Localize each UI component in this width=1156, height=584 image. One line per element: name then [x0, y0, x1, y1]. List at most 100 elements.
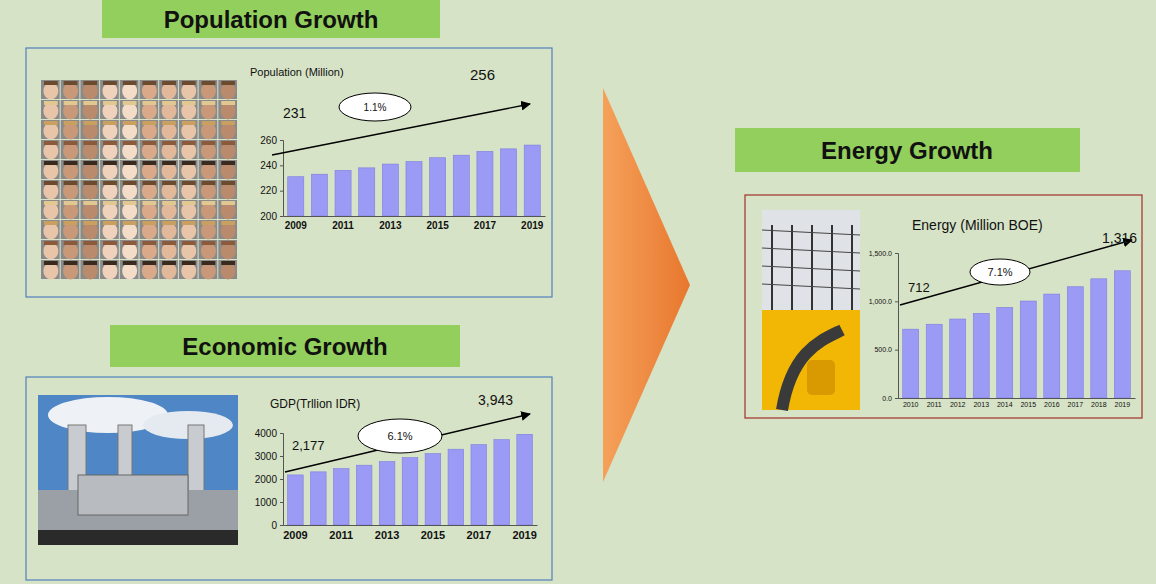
- photo-tile: [80, 220, 99, 239]
- background: [0, 0, 1156, 584]
- photo-tile: [199, 80, 218, 99]
- x-tick-label: 2011: [332, 220, 354, 231]
- photo-hair: [103, 161, 117, 165]
- chart-panel: Energy GrowthEnergy (Million BOE)0.0500.…: [735, 128, 1142, 418]
- flow-arrow: [603, 88, 690, 482]
- panel-frame: [26, 48, 552, 297]
- trend-arrow: [285, 414, 530, 472]
- bar: [379, 462, 395, 525]
- photo-tile: [179, 180, 198, 199]
- photo-hair: [103, 181, 117, 185]
- photo-hair: [64, 221, 78, 225]
- photo-face: [142, 83, 157, 100]
- x-tick: 2012: [950, 398, 966, 408]
- photo-face: [162, 263, 177, 280]
- photo-tile: [179, 100, 198, 119]
- photo-hair: [202, 201, 216, 205]
- photo-hair: [162, 101, 176, 105]
- photo-face: [63, 183, 78, 200]
- photo-handle: [807, 360, 835, 395]
- photo-hair: [182, 81, 196, 85]
- y-tick-mark: [895, 350, 898, 351]
- x-tick-label: 2019: [521, 220, 544, 231]
- photo-hair: [123, 261, 137, 265]
- photo-face: [142, 183, 157, 200]
- photo-tile: [61, 100, 80, 119]
- photo-face: [221, 163, 236, 180]
- x-tick-label: 2017: [1067, 401, 1083, 408]
- photo-tile: [100, 160, 119, 179]
- photo-tile: [159, 140, 178, 159]
- photo-tile: [80, 240, 99, 259]
- photo-face: [122, 163, 137, 180]
- photo-hair: [64, 161, 78, 165]
- photo-hair: [103, 241, 117, 245]
- photo-face: [102, 123, 117, 140]
- photo-tile: [159, 180, 178, 199]
- photo-hair: [202, 181, 216, 185]
- photo-hair: [83, 241, 97, 245]
- photo-hair: [202, 161, 216, 165]
- y-tick: 0.0: [882, 395, 898, 402]
- x-axis-line: [899, 398, 1136, 399]
- photo-tile: [218, 80, 237, 99]
- photo-hair: [182, 181, 196, 185]
- photo-tile: [100, 80, 119, 99]
- photo-tile: [61, 220, 80, 239]
- photo-hair: [182, 101, 196, 105]
- photo-face: [122, 183, 137, 200]
- panel-title: Population Growth: [164, 6, 379, 33]
- x-tick: 2011: [329, 525, 353, 541]
- photo-building: [78, 475, 188, 515]
- x-tick-label: 2017: [474, 220, 497, 231]
- bar: [425, 454, 441, 525]
- photo-face: [102, 243, 117, 260]
- y-tick-label: 220: [260, 185, 277, 196]
- bar: [453, 155, 469, 216]
- photo-tile: [41, 120, 60, 139]
- photo-tile: [218, 220, 237, 239]
- photo-face: [63, 263, 78, 280]
- photo-hair: [123, 221, 137, 225]
- photo-tile: [80, 140, 99, 159]
- y-tick-label: 1,500.0: [869, 250, 892, 257]
- y-axis: 0.0500.01,000.01,500.0: [869, 250, 899, 402]
- bar: [950, 319, 966, 398]
- photo-pylon: [851, 225, 853, 310]
- photo-face: [122, 223, 137, 240]
- y-tick: 2000: [255, 474, 283, 485]
- photo-hair: [103, 261, 117, 265]
- photo-hair: [221, 121, 235, 125]
- photo-sky: [38, 395, 238, 545]
- x-tick: 2010: [903, 398, 919, 408]
- photo-face: [181, 243, 196, 260]
- photo-face: [102, 163, 117, 180]
- x-tick-label: 2011: [927, 401, 942, 408]
- x-tick: 2013: [973, 398, 989, 408]
- bar: [903, 329, 919, 398]
- photo: [762, 210, 860, 410]
- photo-hair: [44, 221, 58, 225]
- photo-tile: [218, 120, 237, 139]
- photo-tile: [218, 140, 237, 159]
- photo-tile: [140, 260, 159, 279]
- photo-hair: [202, 81, 216, 85]
- photo-face: [181, 163, 196, 180]
- photo-tile: [61, 120, 80, 139]
- photo-hair: [64, 261, 78, 265]
- y-tick: 4000: [255, 428, 283, 439]
- photo-hair: [142, 121, 156, 125]
- photo-face: [63, 243, 78, 260]
- photo-wire: [762, 230, 860, 235]
- photo-hair: [142, 101, 156, 105]
- growth-label: 1.1%: [364, 102, 387, 113]
- x-tick: 2009: [283, 525, 307, 541]
- photo-hair: [221, 141, 235, 145]
- photo-tile: [80, 180, 99, 199]
- x-tick: 2019: [1115, 398, 1131, 408]
- x-tick-label: 2015: [1020, 401, 1036, 408]
- bars: [903, 271, 1131, 398]
- photo-face: [181, 143, 196, 160]
- y-tick: 500.0: [874, 346, 898, 353]
- x-tick: 2015: [427, 216, 450, 231]
